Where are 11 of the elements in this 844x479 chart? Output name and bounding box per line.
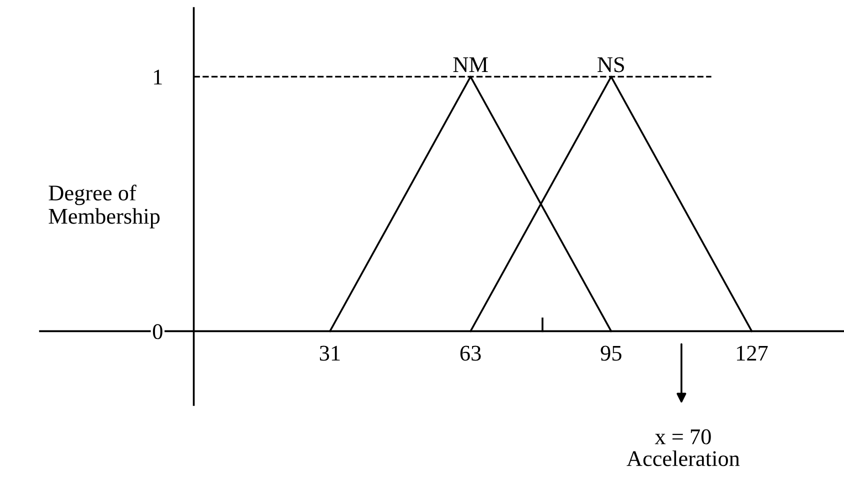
y-tick-label: 1 [154,70,162,84]
x-tick-label: 95 [600,346,622,361]
text: x = 70 [654,429,711,444]
x-tick-label: 127 [737,346,768,361]
series-label: NS [598,57,624,72]
y-axis-title: Degree of Membership [48,184,160,228]
x-axis-title: Acceleration [626,450,740,466]
y-tick-label: 0 [152,324,162,340]
x-tick-label: 31 [320,346,340,361]
series-label: NM [453,57,488,72]
x-tick-label: 63 [460,346,481,361]
